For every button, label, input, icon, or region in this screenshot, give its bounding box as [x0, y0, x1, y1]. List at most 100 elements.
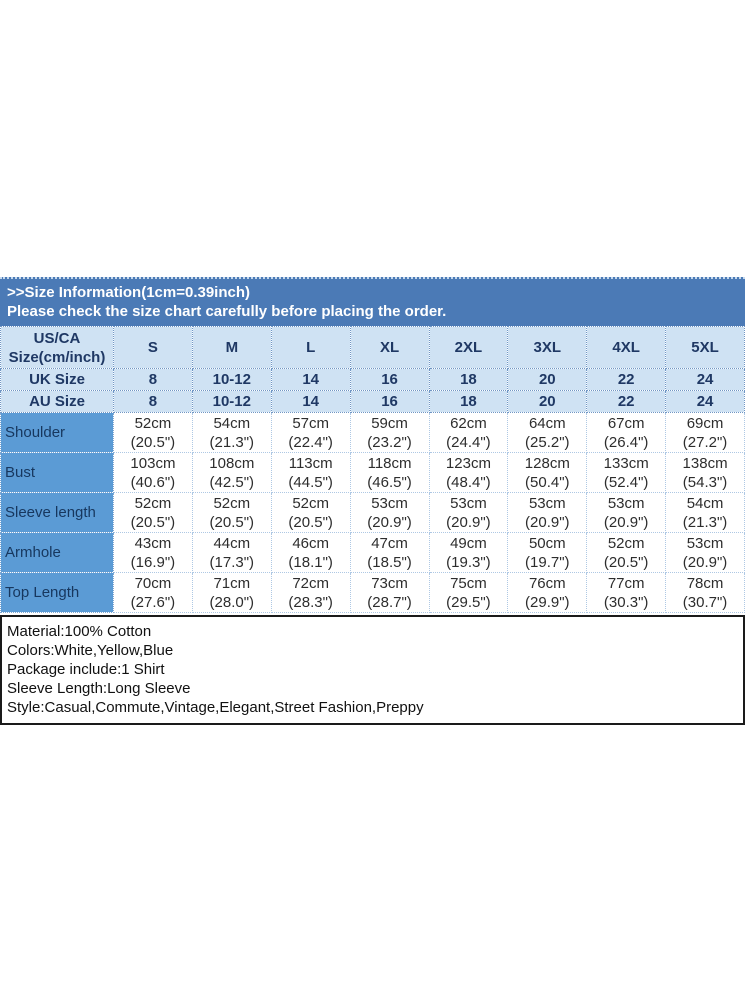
measurement-inch: (46.5") — [367, 473, 412, 491]
measurement-cm: 78cm — [686, 574, 724, 592]
region-size-cell: 8 — [113, 390, 193, 413]
measurement-cm: 43cm — [134, 534, 172, 552]
measurement-inch: (42.5") — [209, 473, 255, 491]
measurement-cell: 43cm (16.9") — [113, 532, 193, 573]
measurement-inch: (26.4") — [603, 433, 649, 451]
measurement-inch: (44.5") — [288, 473, 333, 491]
measurement-inch: (28.0") — [209, 593, 255, 611]
region-size-cell: 10-12 — [191, 368, 272, 391]
measurement-cell: 52cm (20.5") — [113, 412, 193, 453]
measurement-cell: 77cm (30.3") — [586, 572, 667, 613]
measurement-cell: 52cm (20.5") — [113, 492, 193, 533]
measurement-cm: 75cm — [450, 574, 487, 592]
region-size-cell: 20 — [507, 368, 588, 391]
measurement-cm: 52cm — [607, 534, 645, 552]
corner-line2: Size(cm/inch) — [8, 348, 106, 366]
measurement-cm: 73cm — [371, 574, 408, 592]
region-size-cell: 8 — [113, 368, 193, 391]
measurement-cm: 71cm — [213, 574, 251, 592]
measurement-row: Armhole 43cm (16.9") 44cm (17.3") 46cm (18.1")… — [0, 532, 745, 573]
size-chart-content: >>Size Information(1cm=0.39inch) Please … — [0, 277, 745, 725]
measurement-cm: 70cm — [134, 574, 172, 592]
measurement-row-label: Bust — [0, 452, 114, 493]
region-size-cell: 22 — [586, 390, 667, 413]
measurement-inch: (20.5") — [130, 513, 176, 531]
size-column-header: 3XL — [507, 326, 588, 369]
measurement-cell: 49cm (19.3") — [428, 532, 509, 573]
measurement-cell: 67cm (26.4") — [586, 412, 667, 453]
measurement-inch: (18.1") — [288, 553, 333, 571]
measurement-cell: 52cm (20.5") — [270, 492, 351, 533]
measurement-cm: 53cm — [607, 494, 645, 512]
size-column-header: 5XL — [665, 326, 745, 369]
measurement-cm: 108cm — [209, 454, 255, 472]
details-line: Style:Casual,Commute,Vintage,Elegant,Str… — [7, 699, 424, 716]
size-column-header: XL — [349, 326, 430, 369]
measurement-cell: 47cm (18.5") — [349, 532, 430, 573]
measurement-cm: 72cm — [292, 574, 330, 592]
measurement-cm: 46cm — [292, 534, 330, 552]
measurement-row: Shoulder 52cm (20.5") 54cm (21.3") 57cm (22.4"… — [0, 412, 745, 453]
region-size-cell: 16 — [349, 390, 430, 413]
details-line: Colors:White,Yellow,Blue — [7, 642, 174, 659]
region-size-cell: 24 — [665, 390, 745, 413]
measurement-inch: (20.5") — [603, 553, 649, 571]
measurement-cm: 47cm — [371, 534, 408, 552]
measurement-cm: 54cm — [686, 494, 724, 512]
measurement-row: Top Length 70cm (27.6") 71cm (28.0") 72cm (28.… — [0, 572, 745, 613]
measurement-cm: 53cm — [371, 494, 408, 512]
measurement-inch: (40.6") — [130, 473, 176, 491]
measurement-cell: 103cm (40.6") — [113, 452, 193, 493]
measurement-cm: 69cm — [686, 414, 724, 432]
size-column-header: L — [270, 326, 351, 369]
corner-line1: US/CA — [33, 329, 81, 347]
size-info-title: >>Size Information(1cm=0.39inch) — [7, 284, 250, 301]
measurement-inch: (20.5") — [288, 513, 333, 531]
measurement-cell: 54cm (21.3") — [665, 492, 745, 533]
region-size-cell: 18 — [428, 368, 509, 391]
measurement-row-label: Armhole — [0, 532, 114, 573]
measurement-cell: 52cm (20.5") — [191, 492, 272, 533]
measurement-cell: 75cm (29.5") — [428, 572, 509, 613]
measurement-cell: 78cm (30.7") — [665, 572, 745, 613]
measurement-cell: 69cm (27.2") — [665, 412, 745, 453]
measurement-cm: 53cm — [528, 494, 566, 512]
measurement-cell: 73cm (28.7") — [349, 572, 430, 613]
measurement-cm: 103cm — [130, 454, 176, 472]
measurement-inch: (20.5") — [209, 513, 255, 531]
corner-cell: US/CA Size(cm/inch) — [0, 326, 114, 369]
region-size-row: AU Size 8 10-12 14 16 18 20 22 24 — [0, 390, 745, 413]
measurement-cell: 138cm (54.3") — [665, 452, 745, 493]
details-box: Material:100% Cotton Colors:White,Yellow,… — [0, 615, 745, 725]
measurement-inch: (50.4") — [525, 473, 570, 491]
measurement-inch: (18.5") — [367, 553, 412, 571]
region-size-cell: 22 — [586, 368, 667, 391]
measurement-inch: (23.2") — [367, 433, 412, 451]
measurement-inch: (54.3") — [682, 473, 728, 491]
region-size-cell: 14 — [270, 368, 351, 391]
measurement-inch: (19.3") — [446, 553, 491, 571]
measurement-cm: 76cm — [528, 574, 566, 592]
measurement-inch: (21.3") — [209, 433, 255, 451]
size-column-header: 4XL — [586, 326, 667, 369]
measurement-cell: 128cm (50.4") — [507, 452, 588, 493]
measurement-inch: (52.4") — [603, 473, 649, 491]
measurement-cm: 57cm — [292, 414, 330, 432]
measurement-inch: (20.5") — [130, 433, 176, 451]
measurement-cm: 113cm — [288, 454, 333, 472]
measurement-cell: 53cm (20.9") — [428, 492, 509, 533]
size-info-banner: >>Size Information(1cm=0.39inch) Please … — [0, 277, 745, 326]
measurement-cell: 59cm (23.2") — [349, 412, 430, 453]
measurement-cell: 70cm (27.6") — [113, 572, 193, 613]
measurement-cm: 53cm — [450, 494, 487, 512]
measurement-inch: (28.3") — [288, 593, 333, 611]
region-row-label: UK Size — [0, 368, 114, 391]
measurement-cell: 53cm (20.9") — [507, 492, 588, 533]
measurement-inch: (30.7") — [682, 593, 728, 611]
measurement-cell: 72cm (28.3") — [270, 572, 351, 613]
size-column-header: M — [191, 326, 272, 369]
measurement-inch: (29.9") — [525, 593, 570, 611]
measurement-row-label: Top Length — [0, 572, 114, 613]
measurement-inch: (25.2") — [525, 433, 570, 451]
